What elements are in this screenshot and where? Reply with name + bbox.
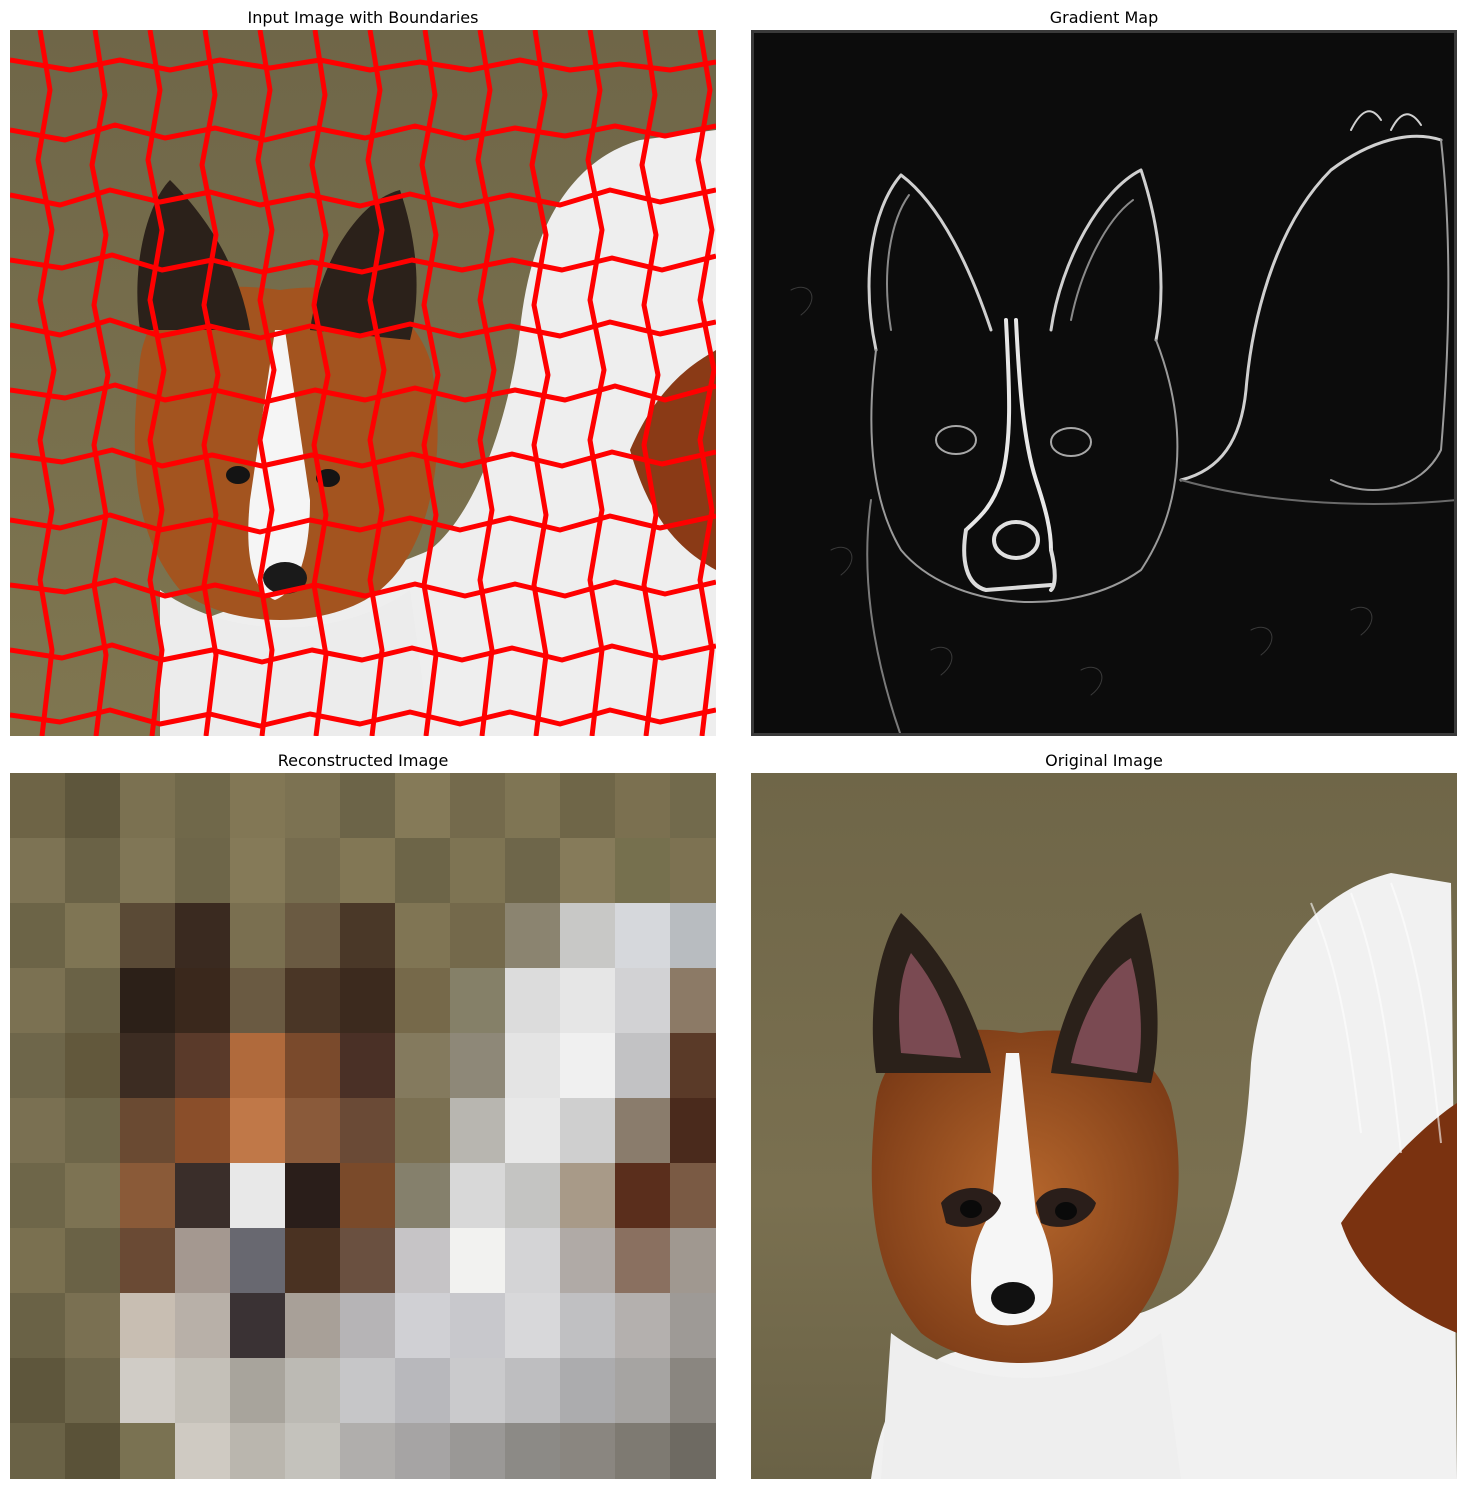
gradient-map-image <box>751 30 1457 736</box>
panel-input-image-with-boundaries: Input Image with Boundaries <box>10 0 716 740</box>
reconstructed-image <box>10 773 716 1479</box>
panel-gradient-map: Gradient Map <box>751 0 1457 740</box>
original-image <box>751 773 1457 1479</box>
panel-title: Original Image <box>1045 751 1163 770</box>
panel-title: Reconstructed Image <box>277 751 449 770</box>
panel-title: Input Image with Boundaries <box>247 8 479 27</box>
reconstructed-image-svg <box>10 773 716 1479</box>
gradient-map-svg <box>751 30 1457 736</box>
boundary-overlay-image <box>10 30 716 736</box>
input-image-with-boundaries <box>10 30 716 736</box>
panel-original-image: Original Image <box>751 743 1457 1486</box>
panel-reconstructed-image: Reconstructed Image <box>10 743 716 1486</box>
original-image-svg <box>751 773 1457 1479</box>
panel-title: Gradient Map <box>1049 8 1159 27</box>
